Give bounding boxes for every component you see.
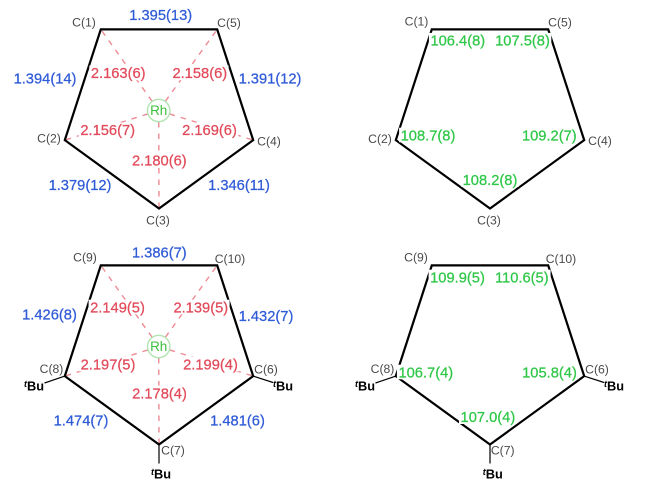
svg-text:C(6): C(6): [254, 362, 278, 376]
svg-text:C(9): C(9): [404, 250, 428, 264]
svg-text:1.394(14): 1.394(14): [14, 71, 77, 87]
svg-text:tBu: tBu: [273, 379, 293, 394]
svg-text:1.432(7): 1.432(7): [239, 309, 294, 325]
svg-text:2.139(5): 2.139(5): [173, 300, 228, 316]
svg-text:106.4(8): 106.4(8): [430, 34, 485, 50]
svg-text:1.379(12): 1.379(12): [49, 178, 112, 194]
svg-text:2.197(5): 2.197(5): [81, 357, 136, 373]
svg-text:1.346(11): 1.346(11): [208, 178, 270, 194]
svg-text:C(10): C(10): [215, 252, 245, 266]
svg-text:C(3): C(3): [477, 213, 501, 227]
svg-text:C(5): C(5): [548, 15, 572, 29]
svg-text:C(9): C(9): [73, 250, 97, 264]
svg-text:1.395(13): 1.395(13): [129, 8, 192, 24]
svg-text:109.9(5): 109.9(5): [430, 270, 485, 286]
svg-text:C(4): C(4): [588, 134, 612, 148]
svg-text:109.2(7): 109.2(7): [522, 128, 577, 144]
svg-text:tBu: tBu: [24, 379, 44, 394]
svg-text:1.386(7): 1.386(7): [132, 246, 187, 262]
svg-text:tBu: tBu: [604, 379, 624, 394]
svg-text:C(2): C(2): [37, 131, 61, 145]
svg-text:C(3): C(3): [146, 213, 170, 227]
svg-text:C(6): C(6): [585, 362, 609, 376]
svg-text:105.8(4): 105.8(4): [522, 365, 577, 381]
svg-text:106.7(4): 106.7(4): [398, 365, 453, 381]
svg-text:Rh: Rh: [150, 103, 167, 118]
svg-text:C(7): C(7): [491, 443, 515, 457]
svg-text:C(1): C(1): [405, 14, 429, 28]
svg-text:1.481(6): 1.481(6): [210, 413, 265, 429]
svg-text:1.474(7): 1.474(7): [54, 413, 109, 429]
svg-text:1.391(12): 1.391(12): [239, 71, 302, 87]
svg-text:108.7(8): 108.7(8): [401, 128, 456, 144]
svg-text:C(5): C(5): [217, 16, 241, 30]
svg-text:2.158(6): 2.158(6): [172, 66, 227, 82]
svg-text:2.199(4): 2.199(4): [183, 357, 238, 373]
svg-text:tBu: tBu: [483, 467, 503, 482]
svg-text:107.5(8): 107.5(8): [495, 34, 550, 50]
svg-text:2.156(7): 2.156(7): [80, 123, 135, 139]
svg-text:110.6(5): 110.6(5): [495, 270, 549, 286]
svg-text:tBu: tBu: [151, 467, 171, 482]
svg-text:C(10): C(10): [546, 252, 576, 266]
svg-text:tBu: tBu: [355, 379, 375, 394]
svg-text:C(4): C(4): [257, 134, 281, 148]
svg-text:C(2): C(2): [368, 132, 392, 146]
svg-text:107.0(4): 107.0(4): [461, 410, 516, 426]
svg-text:C(8): C(8): [371, 362, 395, 376]
svg-text:2.149(5): 2.149(5): [90, 300, 145, 316]
svg-text:C(1): C(1): [72, 15, 96, 29]
svg-text:2.163(6): 2.163(6): [91, 66, 146, 82]
svg-text:Rh: Rh: [150, 339, 167, 354]
svg-text:2.169(6): 2.169(6): [182, 123, 237, 139]
svg-text:C(7): C(7): [161, 443, 185, 457]
svg-text:C(8): C(8): [40, 362, 64, 376]
svg-text:1.426(8): 1.426(8): [22, 307, 77, 323]
svg-text:2.178(4): 2.178(4): [132, 386, 187, 402]
svg-text:108.2(8): 108.2(8): [463, 173, 518, 189]
svg-text:2.180(6): 2.180(6): [132, 154, 187, 170]
